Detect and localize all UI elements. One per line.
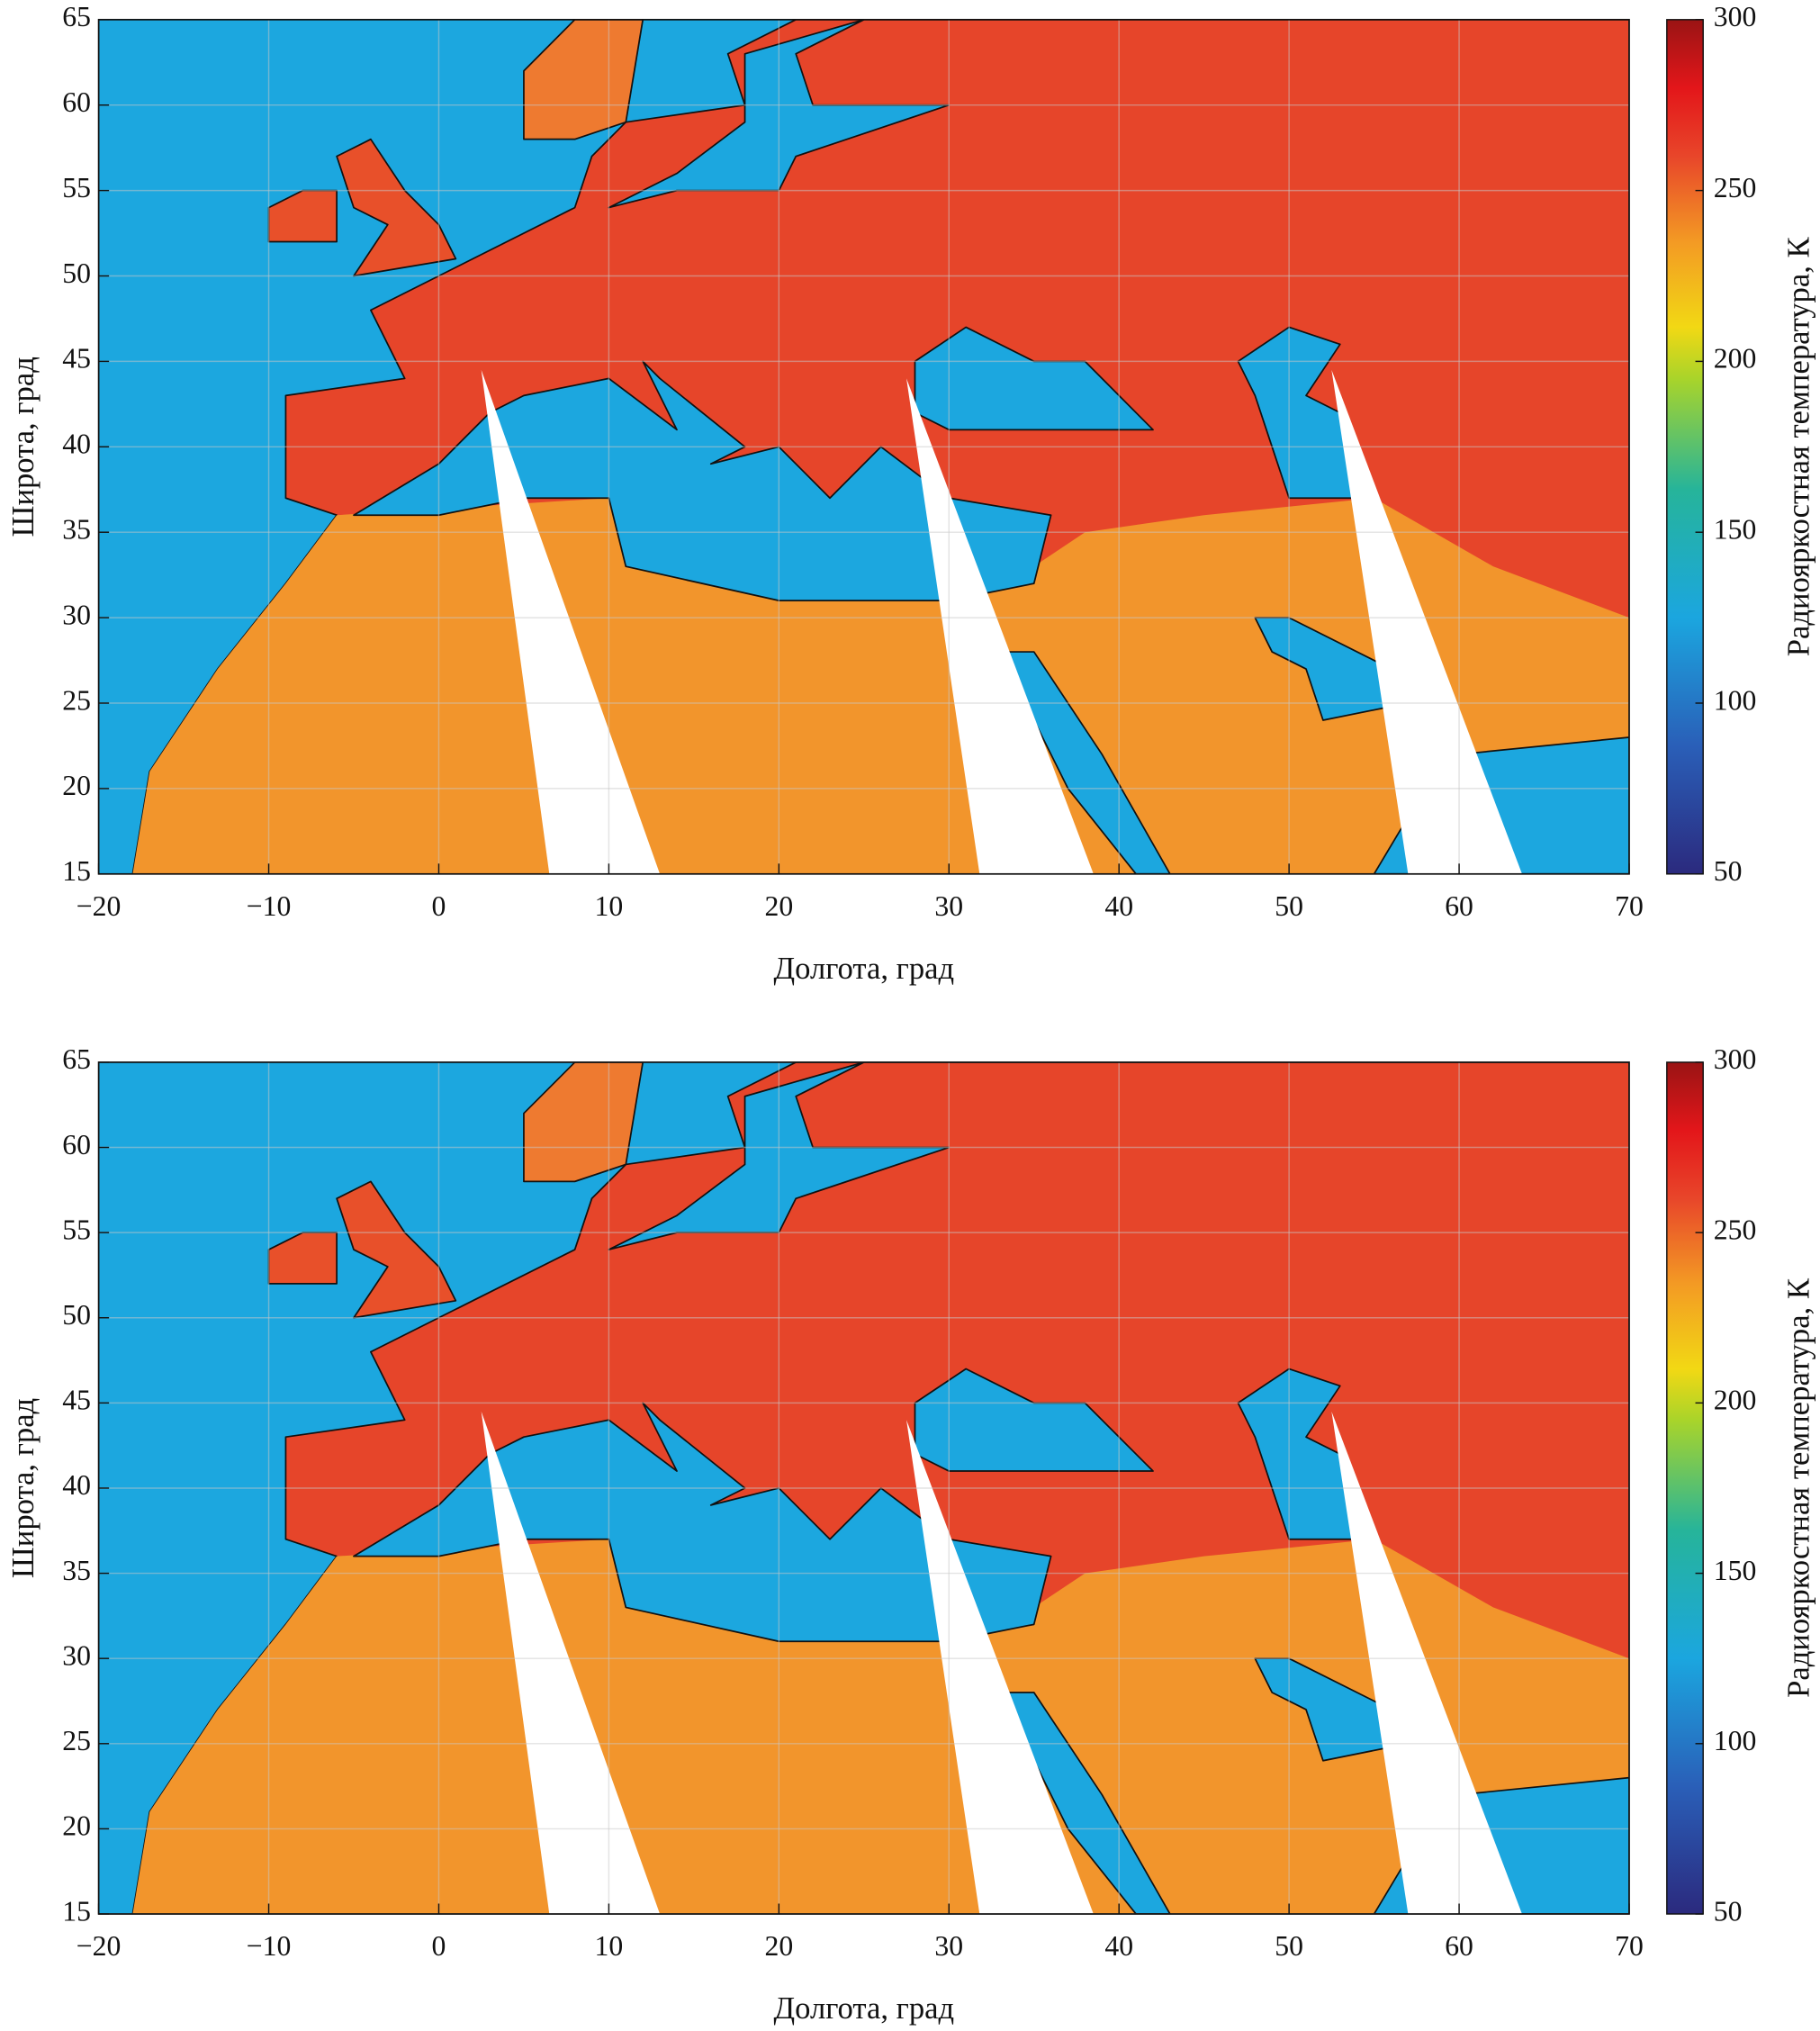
y-tick-label: 60 (62, 1129, 91, 1160)
x-tick-label: 50 (1275, 890, 1303, 922)
colorbar-tick-label: 50 (1714, 855, 1743, 887)
land (523, 19, 644, 140)
y-tick-label: 45 (62, 1385, 91, 1416)
y-tick-label: 55 (62, 172, 91, 203)
colorbar-tick-label: 100 (1714, 684, 1757, 716)
colorbar (1666, 19, 1704, 875)
y-tick-label: 50 (62, 257, 91, 289)
y-tick-label: 15 (62, 1895, 91, 1927)
x-axis-label: Долгота, град (774, 1991, 955, 2026)
sea (353, 1402, 1052, 1643)
colorbar-tick-label: 250 (1714, 172, 1757, 203)
x-tick-label: 50 (1275, 1930, 1303, 1962)
y-tick-label: 15 (62, 855, 91, 887)
colorbar-tick-label: 300 (1714, 1, 1757, 32)
y-axis-label: Широта, град (6, 357, 41, 537)
x-tick-label: 20 (764, 1930, 793, 1962)
x-tick-label: 0 (432, 1930, 446, 1962)
sea (353, 360, 1052, 601)
desert (132, 1539, 1629, 1915)
panel: −20 −10 0 10 20 30 40 50 60 70 15 20 25 30 35 40 45 50 55 6… (6, 1043, 1816, 2026)
x-tick-label: 70 (1615, 890, 1644, 922)
colorbar-tick-label: 300 (1714, 1043, 1757, 1075)
land (336, 1180, 457, 1319)
x-tick-label: 40 (1104, 890, 1133, 922)
x-tick-label: 20 (764, 890, 793, 922)
y-tick-label: 40 (62, 429, 91, 460)
x-tick-label: 70 (1615, 1930, 1644, 1962)
colorbar-label: Радиояркостная температура, К (1782, 1277, 1816, 1698)
colorbar-tick-label: 50 (1714, 1895, 1743, 1927)
colorbar-tick-label: 100 (1714, 1725, 1757, 1756)
x-tick-label: 40 (1104, 1930, 1133, 1962)
land (523, 1061, 644, 1183)
x-tick-label: 0 (432, 890, 446, 922)
x-tick-label: −20 (77, 890, 122, 922)
colorbar-tick-label: 150 (1714, 513, 1757, 545)
y-tick-label: 20 (62, 770, 91, 801)
y-tick-label: 40 (62, 1469, 91, 1501)
y-tick-label: 55 (62, 1214, 91, 1245)
x-tick-label: −20 (77, 1930, 122, 1962)
y-tick-label: 35 (62, 1555, 91, 1586)
y-tick-label: 50 (62, 1299, 91, 1331)
colorbar-tick-label: 150 (1714, 1555, 1757, 1586)
panel: −20 −10 0 10 20 30 40 50 60 70 15 20 25 30 35 40 45 50 55 6… (6, 1, 1816, 986)
x-tick-label: −10 (247, 890, 292, 922)
land (336, 138, 457, 277)
x-axis-label: Долгота, град (774, 952, 955, 986)
y-tick-label: 30 (62, 599, 91, 630)
swath-gap (906, 378, 1094, 874)
y-tick-label: 65 (62, 1, 91, 32)
y-tick-label: 35 (62, 513, 91, 545)
sea (1254, 1657, 1410, 1762)
colorbar-tick-label: 200 (1714, 343, 1757, 375)
y-tick-label: 25 (62, 684, 91, 716)
x-tick-label: 10 (595, 890, 624, 922)
x-tick-label: −10 (247, 1930, 292, 1962)
y-tick-label: 20 (62, 1810, 91, 1842)
swath-gap (906, 1420, 1094, 1915)
x-tick-label: 60 (1445, 1930, 1473, 1962)
y-tick-label: 25 (62, 1725, 91, 1756)
y-tick-label: 65 (62, 1043, 91, 1075)
x-tick-label: 10 (595, 1930, 624, 1962)
colorbar-label: Радиояркостная температура, К (1782, 236, 1816, 656)
colorbar-tick-label: 200 (1714, 1385, 1757, 1416)
x-tick-label: 60 (1445, 890, 1473, 922)
sea (1254, 617, 1410, 721)
y-tick-label: 60 (62, 86, 91, 118)
y-axis-label: Широта, град (6, 1398, 41, 1578)
x-tick-label: 30 (934, 1930, 963, 1962)
y-tick-label: 45 (62, 343, 91, 375)
x-tick-label: 30 (934, 890, 963, 922)
colorbar (1666, 1061, 1704, 1915)
desert (132, 498, 1629, 874)
y-tick-label: 30 (62, 1639, 91, 1671)
colorbar-tick-label: 250 (1714, 1214, 1757, 1245)
